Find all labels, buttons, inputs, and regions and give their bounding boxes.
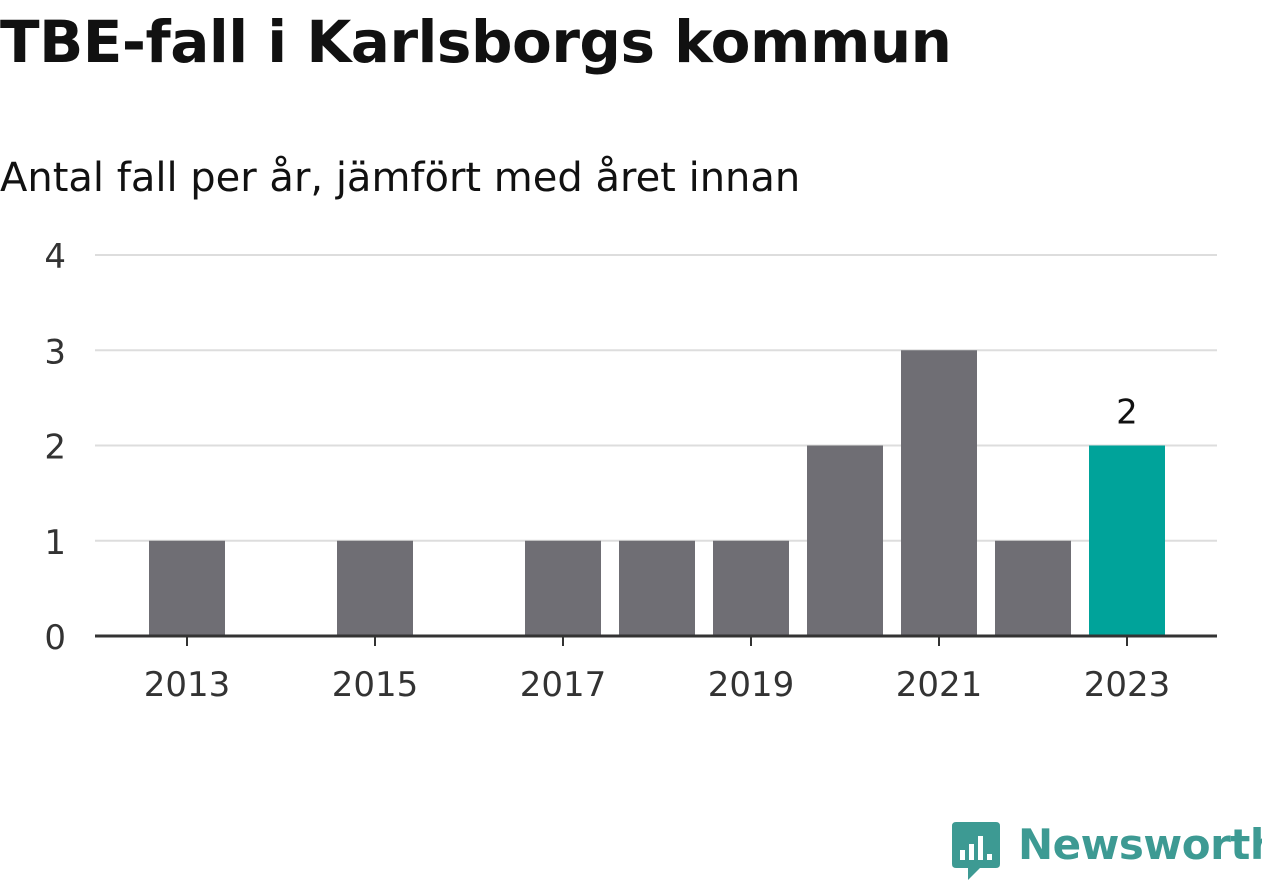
chart-title: TBE-fall i Karlsborgs kommun [0,8,952,76]
bar-2013 [149,540,225,636]
bar-2017 [525,540,601,636]
bar-2019 [713,540,789,636]
x-tick-label: 2023 [1084,665,1171,705]
y-tick-label: 3 [44,332,66,372]
bar-2021 [901,350,977,636]
y-axis-tick-labels: 0 1 2 3 4 [44,237,66,658]
bar-chart: 0 1 2 3 4 2013 2015 2017 2019 2021 2023 2 [44,237,1217,705]
bars [149,350,1165,636]
y-tick-label: 2 [44,428,66,468]
newsworthy-logo-icon [952,822,1000,880]
bar-2023 [1089,445,1165,636]
x-tick-label: 2021 [896,665,983,705]
newsworthy-brand: Newsworthy [950,818,1262,880]
chart-subtitle: Antal fall per år, jämfört med året inna… [0,155,801,201]
x-axis-tick-labels: 2013 2015 2017 2019 2021 2023 [144,665,1171,705]
y-tick-label: 4 [44,237,66,277]
brand-name: Newsworthy [1018,820,1262,869]
x-tick-label: 2019 [708,665,795,705]
bar-2022 [995,540,1071,636]
x-tick-label: 2013 [144,665,231,705]
y-tick-label: 1 [44,523,66,563]
x-tick-label: 2017 [520,665,607,705]
bar-2020 [807,445,883,636]
y-tick-label: 0 [44,618,66,658]
x-tick-label: 2015 [332,665,419,705]
gridlines [95,254,1217,542]
x-axis [95,634,1217,646]
data-labels: 2 [1116,393,1138,433]
data-label-2023: 2 [1116,393,1138,433]
bar-2015 [337,540,413,636]
bar-2018 [619,540,695,636]
